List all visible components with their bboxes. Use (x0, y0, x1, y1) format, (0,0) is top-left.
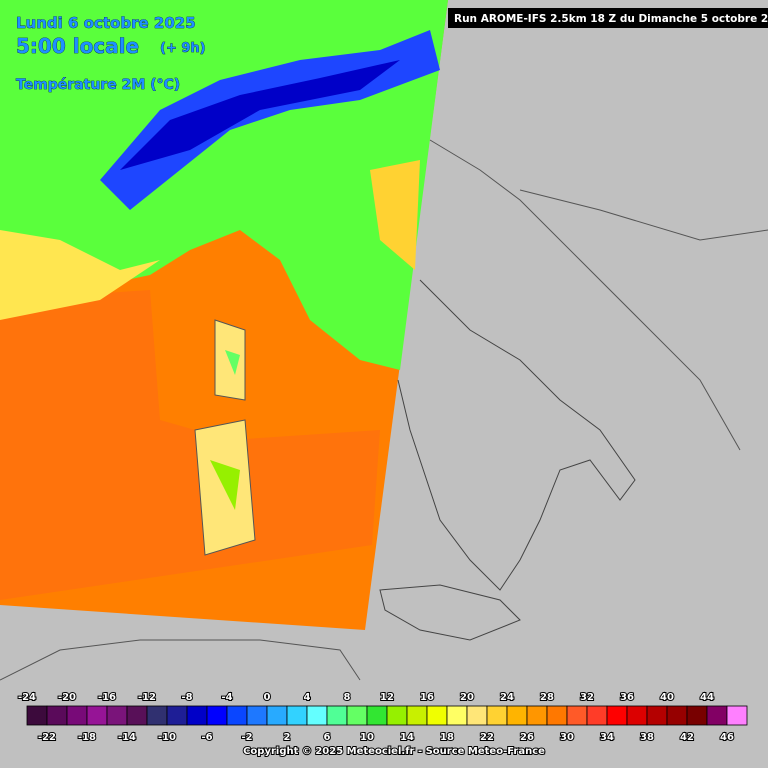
field: Température 2M (°C) (16, 77, 180, 93)
coastline (397, 279, 636, 591)
legend-swatch (226, 705, 248, 726)
legend-swatch (106, 705, 128, 726)
legend-tick-label: 8 (344, 692, 351, 703)
offset: (+ 9h) (160, 41, 206, 56)
legend-swatch (526, 705, 548, 726)
legend-swatch (646, 705, 668, 726)
legend-swatch (366, 705, 388, 726)
legend-tick-label: -2 (241, 732, 252, 743)
legend-tick-label: 4 (304, 692, 311, 703)
copyright: Copyright © 2025 Meteociel.fr - Source M… (243, 746, 545, 757)
date: Lundi 6 octobre 2025 (16, 14, 196, 32)
legend-swatch (126, 705, 148, 726)
coast-yellow (0, 230, 160, 320)
sardinia-mountain (210, 460, 240, 510)
legend-swatch (166, 705, 188, 726)
legend-swatch (506, 705, 528, 726)
legend-tick-label: 42 (680, 732, 694, 743)
sicily (379, 584, 521, 641)
legend-swatch (606, 705, 628, 726)
legend-swatch (186, 705, 208, 726)
legend-tick-label: 24 (500, 692, 514, 703)
legend-tick-label: 32 (580, 692, 594, 703)
legend-tick-label: -12 (138, 692, 156, 703)
legend-swatch (306, 705, 328, 726)
legend-tick-label: -18 (78, 732, 96, 743)
legend-tick-label: -22 (38, 732, 56, 743)
legend-tick-label: 30 (560, 732, 574, 743)
legend-swatch (486, 705, 508, 726)
legend-swatch (426, 705, 448, 726)
legend-tick-label: -8 (181, 692, 192, 703)
legend-swatch (46, 705, 68, 726)
legend-tick-label: 0 (264, 692, 271, 703)
legend-tick-label: 14 (400, 732, 414, 743)
legend-tick-label: 44 (700, 692, 714, 703)
legend-swatch (146, 705, 168, 726)
legend-swatch (686, 705, 708, 726)
legend-swatch (666, 705, 688, 726)
legend-swatch (66, 705, 88, 726)
corsica-mountain (225, 350, 240, 375)
legend-swatch (546, 705, 568, 726)
legend-swatch (586, 705, 608, 726)
legend-tick-label: 38 (640, 732, 654, 743)
legend-tick-label: 10 (360, 732, 374, 743)
legend-swatch (346, 705, 368, 726)
legend-tick-label: -6 (201, 732, 212, 743)
legend-tick-label: -24 (18, 692, 36, 703)
legend-tick-label: 36 (620, 692, 634, 703)
legend-swatch (206, 705, 228, 726)
legend-tick-label: 34 (600, 732, 614, 743)
run: Run AROME-IFS 2.5km 18 Z du Dimanche 5 o… (454, 13, 768, 25)
legend-swatch (386, 705, 408, 726)
legend-tick-label: -20 (58, 692, 76, 703)
legend-swatch (266, 705, 288, 726)
run-box (448, 8, 768, 28)
legend-tick-label: -4 (221, 692, 232, 703)
legend-tick-label: 28 (540, 692, 554, 703)
legend-tick-label: 12 (380, 692, 394, 703)
alps-coldest (120, 60, 400, 170)
legend-tick-label: 18 (440, 732, 454, 743)
legend-swatch (86, 705, 108, 726)
africa-coast (0, 639, 361, 681)
legend-tick-label: 40 (660, 692, 674, 703)
legend-swatch (446, 705, 468, 726)
legend-swatch (26, 705, 48, 726)
legend-tick-label: 22 (480, 732, 494, 743)
legend-tick-label: -16 (98, 692, 116, 703)
legend: -24-22-20-18-16-14-12-10-8-6-4-202468101… (17, 691, 748, 744)
adriatic (370, 160, 420, 270)
legend-swatch (246, 705, 268, 726)
legend-tick-label: 6 (324, 732, 331, 743)
legend-swatch (326, 705, 348, 726)
legend-tick-label: 26 (520, 732, 534, 743)
legend-swatch (726, 705, 748, 726)
legend-swatch (626, 705, 648, 726)
legend-tick-label: -10 (158, 732, 176, 743)
legend-swatch (406, 705, 428, 726)
legend-tick-label: 16 (420, 692, 434, 703)
legend-tick-label: 2 (284, 732, 291, 743)
legend-tick-label: 46 (720, 732, 734, 743)
time: 5:00 locale (16, 34, 139, 58)
legend-tick-label: -14 (118, 732, 136, 743)
legend-swatch (466, 705, 488, 726)
legend-swatch (286, 705, 308, 726)
legend-swatch (706, 705, 728, 726)
legend-swatch (566, 705, 588, 726)
sea-warm (0, 290, 380, 600)
coastline (429, 139, 768, 451)
legend-tick-label: 20 (460, 692, 474, 703)
